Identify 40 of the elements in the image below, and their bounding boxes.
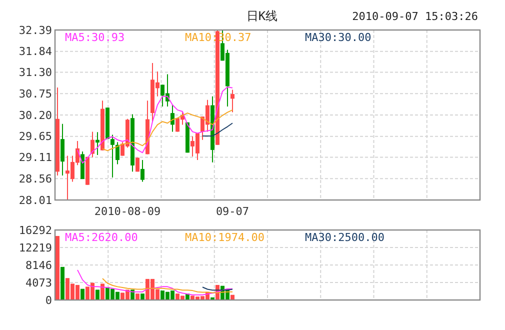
y-tick-label: 30.75 (18, 88, 52, 101)
y-tick-label: 28.56 (18, 172, 52, 186)
bar (96, 290, 100, 300)
bar (56, 236, 60, 300)
bar (140, 294, 144, 300)
candlestick (140, 160, 144, 182)
line-series (202, 122, 233, 136)
y-tick-label: 8146 (26, 258, 52, 272)
text: MA5:2620.00 (65, 231, 138, 244)
y-tick-label: 31.30 (18, 66, 52, 80)
bar (80, 288, 84, 300)
candlestick (110, 134, 114, 178)
y-tick-label: 12219 (18, 241, 52, 254)
bar (136, 294, 140, 300)
line-series (77, 269, 233, 296)
y-tick-label: 30.20 (18, 108, 52, 122)
candlestick (116, 142, 120, 165)
text: MA10:1974.00 (185, 231, 264, 244)
y-tick-label: 4073 (26, 276, 52, 290)
text: MA30:30.00 (305, 31, 372, 44)
text: 日K线 (246, 9, 278, 23)
y-tick-label: 28.01 (18, 194, 52, 207)
bar (60, 266, 64, 300)
candlestick (90, 131, 94, 158)
candlestick (96, 132, 100, 156)
y-tick-label: 31.84 (18, 45, 52, 58)
y-tick-label: 0 (45, 294, 52, 307)
candlestick (230, 89, 234, 113)
bar (100, 284, 104, 300)
x-tick-label: 09-07 (216, 205, 250, 218)
text: 2010-09-07 15:03:26 (352, 10, 478, 23)
y-tick-label: 29.65 (18, 130, 52, 144)
text: MA30:2500.00 (305, 231, 384, 244)
candlestick (60, 123, 64, 176)
line-series (102, 278, 233, 294)
x-tick-label: 2010-08-09 (94, 205, 161, 218)
y-tick-label: 16292 (18, 224, 52, 237)
y-tick-label: 32.39 (18, 24, 52, 37)
text: MA5:30.93 (65, 31, 125, 44)
y-tick-label: 29.11 (18, 151, 52, 164)
